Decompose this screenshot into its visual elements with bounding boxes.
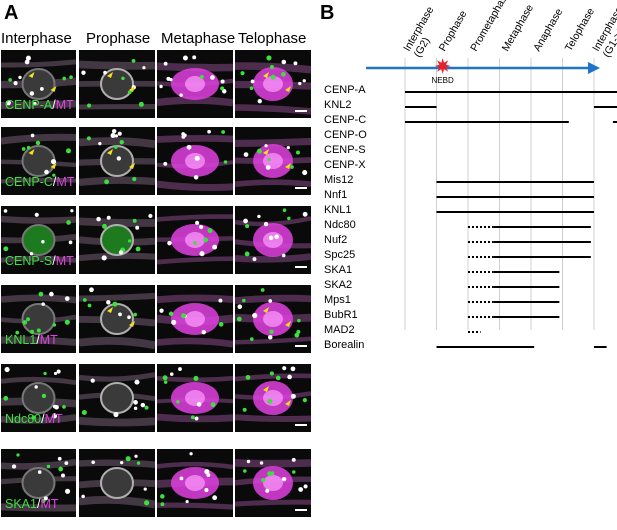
micrograph-row-cenp-c: CENP-C/MT [1,127,311,195]
protein-label-cenp-c: CENP-C [324,114,367,126]
micrograph-cenp-a-prophase [79,50,155,118]
marker-label-cenp-a: CENP-A/MT [5,98,74,112]
protein-label-ska2: SKA2 [324,279,353,291]
micrograph-row-ndc80: Ndc80/MT [1,364,311,432]
micrograph-cenp-s-telophase [235,206,311,274]
marker-name: SKA1 [5,497,37,511]
panel-b-letter: B [320,2,335,24]
nebd-label: NEBD [432,76,454,85]
counterstain-name: MT [39,333,58,347]
marker-name: Ndc80 [5,412,42,426]
label-separator: / [41,412,45,426]
label-separator: / [52,175,57,189]
label-separator: / [36,497,41,511]
counterstain-name: MT [55,254,74,268]
micrograph-cenp-c-metaphase [157,127,233,195]
localization-timeline: B Interphase(G2) Prophase Prometaphase Meta… [320,0,617,530]
marker-label-ska1: SKA1/MT [5,497,59,511]
column-header-telophase: Telophase [238,30,307,47]
protein-label-cenp-o: CENP-O [324,129,367,141]
protein-label-nuf2: Nuf2 [324,234,348,246]
scale-bar [295,509,307,511]
micrograph-cenp-s-interphase: CENP-S/MT [1,206,76,274]
micrograph-cenp-s-metaphase [157,206,233,274]
stage-label: Prophase [437,8,470,53]
protein-label-cenp-s: CENP-S [324,144,366,156]
protein-label-ndc80: Ndc80 [324,219,356,231]
protein-label-nnf1: Nnf1 [324,189,348,201]
protein-label-borealin: Borealin [324,339,365,351]
scale-bar [295,266,307,268]
protein-label-ska1: SKA1 [324,264,353,276]
micrograph-cenp-c-telophase [235,127,311,195]
micrograph-cenp-c-interphase: CENP-C/MT [1,127,76,195]
micrograph-knl1-telophase [235,285,311,353]
micrograph-cenp-a-metaphase [157,50,233,118]
micrograph-ska1-telophase [235,449,311,517]
micrograph-row-cenp-a: CENP-A/MT [1,50,311,118]
micrograph-row-ska1: SKA1/MT [1,449,311,517]
label-separator: / [36,333,40,347]
protein-label-mps1: Mps1 [324,294,351,306]
micrograph-ndc80-metaphase [157,364,233,432]
column-header-interphase: Interphase [1,30,72,47]
counterstain-name: MT [44,412,63,426]
label-separator: / [52,254,56,268]
micrograph-ska1-prophase [79,449,155,517]
column-header-prophase: Prophase [86,30,151,47]
micrograph-cenp-a-telophase [235,50,311,118]
column-header-metaphase: Metaphase [161,30,236,47]
counterstain-name: MT [55,98,74,112]
scale-bar [295,110,307,112]
timeline-graphic: Interphase(G2) ProphasePrometaphaseMetaph… [366,0,617,348]
stage-label: Interphase(G2) [401,4,447,59]
marker-label-cenp-s: CENP-S/MT [5,254,74,268]
micrograph-knl1-prophase [79,285,155,353]
protein-label-bubr1: BubR1 [324,309,358,321]
marker-name: CENP-A [5,98,53,112]
counterstain-name: MT [40,497,59,511]
micrograph-knl1-interphase: KNL1/MT [1,285,76,353]
protein-label-knl1: KNL1 [324,204,352,216]
label-separator: / [52,98,56,112]
micrograph-ndc80-telophase [235,364,311,432]
marker-name: KNL1 [5,333,37,347]
protein-label-mis12: Mis12 [324,174,354,186]
scale-bar [295,187,307,189]
protein-label-cenp-a: CENP-A [324,84,366,96]
counterstain-name: MT [56,175,75,189]
micrograph-cenp-a-interphase: CENP-A/MT [1,50,76,118]
micrograph-ndc80-interphase: Ndc80/MT [1,364,76,432]
time-arrowhead [588,62,600,74]
scale-bar [295,345,307,347]
micrograph-row-knl1: KNL1/MT [1,285,311,353]
micrograph-cenp-c-prophase [79,127,155,195]
micrograph-ska1-interphase: SKA1/MT [1,449,76,517]
protein-label-spc25: Spc25 [324,249,356,261]
nebd-marker-icon [434,58,451,74]
micrograph-knl1-metaphase [157,285,233,353]
protein-label-mad2: MAD2 [324,324,355,336]
micrograph-row-cenp-s: CENP-S/MT [1,206,311,274]
protein-label-cenp-x: CENP-X [324,159,366,171]
micrograph-ska1-metaphase [157,449,233,517]
micrograph-ndc80-prophase [79,364,155,432]
panel-a-letter: A [4,2,19,24]
marker-name: CENP-S [5,254,53,268]
micrograph-cenp-s-prophase [79,206,155,274]
protein-label-knl2: KNL2 [324,99,352,111]
marker-label-ndc80: Ndc80/MT [5,412,63,426]
stage-label: Anaphase [531,6,565,53]
marker-label-knl1: KNL1/MT [5,333,58,347]
scale-bar [295,424,307,426]
marker-label-cenp-c: CENP-C/MT [5,175,74,189]
stage-label: Metaphase [500,2,536,53]
marker-name: CENP-C [5,175,53,189]
